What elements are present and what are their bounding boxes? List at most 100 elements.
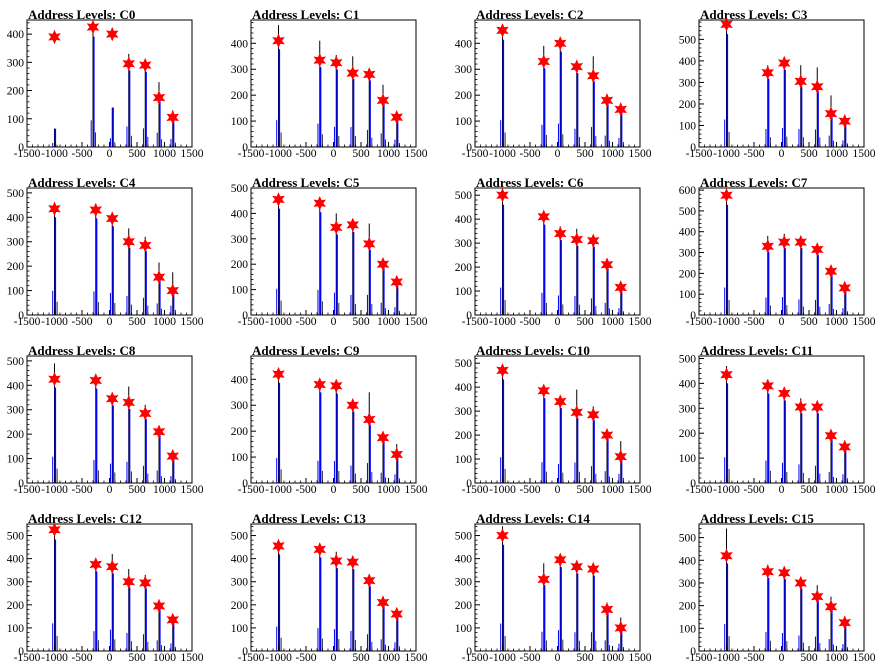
peak-marker-star [777,565,791,581]
y-tick-label: 200 [231,600,249,612]
peak-marker-star [122,56,136,71]
peak-marker-star [838,439,852,455]
histogram-peak [574,565,580,651]
peak-marker-star [794,399,808,415]
y-tick-label: 0 [466,142,472,154]
histogram-panel-c4: Address Levels: C4 0 100 200 300 400 500 -1500-… [0,168,224,336]
y-tick-label: 0 [242,310,248,322]
y-tick-label: 300 [679,578,697,590]
peak-marker-star [89,557,103,572]
x-tick-label: -1500 [238,484,265,496]
peak-marker-star [824,599,838,615]
histogram-peak [724,365,730,483]
x-tick-label: -1000 [265,316,292,328]
x-tick-label: 1500 [181,316,204,328]
peak-marker-star [152,424,166,439]
y-tick-label: 100 [679,289,697,301]
histogram-panel-c10: Address Levels: C10 0 100 200 300 400 500 -1500… [448,336,672,504]
peak-marker-star [838,615,852,630]
histogram-peak [333,383,340,483]
x-tick-label: 1500 [853,316,876,328]
histogram-plot: 0 100 200 300 400 500 -1500 -1000 -500 0 500 1000 15… [455,355,652,496]
peak-marker-star [166,110,180,125]
y-tick-label: 200 [455,600,473,612]
y-tick-label: 100 [455,116,473,128]
y-tick-label: 500 [7,356,25,368]
histogram-peak [500,526,506,651]
histogram-peak [724,528,730,651]
histogram-peak [350,223,356,315]
peak-marker-star [313,377,327,392]
histogram-peak [500,190,506,315]
histogram-peak [557,226,564,315]
x-tick-label: -500 [295,484,316,496]
histogram-peak [590,239,597,315]
x-tick-label: -1500 [686,652,713,664]
y-tick-label: 100 [231,452,249,464]
y-tick-label: 100 [455,623,473,635]
histogram-plot: 0 100 200 300 400 500 -1500 -1000 -500 0 500 1000 15… [679,353,876,496]
y-tick-label: 100 [7,623,25,635]
histogram-peak [366,223,373,315]
x-tick-label: 1500 [405,652,428,664]
y-tick-label: 500 [231,183,249,195]
x-tick-label: -1500 [686,148,713,160]
y-tick-label: 0 [466,646,472,658]
x-tick-label: -500 [519,148,540,160]
peak-marker-star [496,187,509,203]
chart-title: Address Levels: C1 [252,7,360,22]
y-tick-label: 300 [231,400,249,412]
chart-title: Address Levels: C11 [700,343,814,358]
histogram-peak [109,214,116,315]
peak-marker-star [86,19,100,35]
histogram-panel-c2: Address Levels: C2 0 100 200 300 400 -1500 -100… [448,0,672,168]
plot-frame [698,187,865,316]
histogram-plot: 0 100 200 300 400 500 -1500 -1000 -500 0 500 1000 15… [679,523,876,664]
peak-marker-star [346,65,360,81]
peak-marker-star [496,23,509,38]
x-tick-label: 1500 [181,652,204,664]
y-tick-label: 0 [690,646,696,658]
histogram-peak [798,580,804,651]
histogram-peak [366,69,373,147]
y-tick-label: 500 [7,188,25,200]
histogram-peak [350,559,356,651]
x-tick-label: -500 [743,652,764,664]
peak-marker-star [570,59,584,74]
y-tick-label: 400 [7,29,25,41]
y-tick-label: 400 [231,38,249,50]
y-tick-label: 300 [455,577,473,589]
peak-marker-star [376,93,390,108]
x-tick-label: 1500 [181,484,204,496]
peak-marker-star [272,366,285,382]
y-tick-label: 300 [679,77,697,89]
histogram-peak [93,377,99,483]
peak-marker-star [376,256,390,272]
plot-frame [250,187,417,316]
y-tick-label: 500 [231,531,249,543]
x-tick-label: 500 [352,652,370,664]
x-tick-label: -1500 [14,652,41,664]
x-tick-label: -1500 [238,148,265,160]
x-tick-label: -500 [519,316,540,328]
histogram-panel-c3: Address Levels: C3 0 100 200 300 400 500 -1500-… [672,0,896,168]
x-tick-label: 1000 [377,148,400,160]
histogram-peak [276,195,282,315]
peak-marker-star [810,79,824,94]
x-tick-label: -1000 [265,652,292,664]
x-tick-label: 1000 [825,316,848,328]
histogram-panel-c5: Address Levels: C5 0 100 200 300 400 500 -1500-… [224,168,448,336]
peak-marker-star [720,188,733,203]
peak-marker-star [122,234,136,249]
x-tick-label: 500 [800,148,818,160]
histogram-peak [93,207,99,315]
peak-marker-star [537,383,551,399]
y-tick-label: 100 [679,120,697,132]
y-tick-label: 0 [466,310,472,322]
y-tick-label: 400 [7,212,25,224]
histogram-peak [590,565,597,651]
x-tick-label: -1500 [14,316,41,328]
histogram-peak [93,560,99,651]
x-tick-label: 1500 [405,484,428,496]
y-tick-label: 300 [7,577,25,589]
